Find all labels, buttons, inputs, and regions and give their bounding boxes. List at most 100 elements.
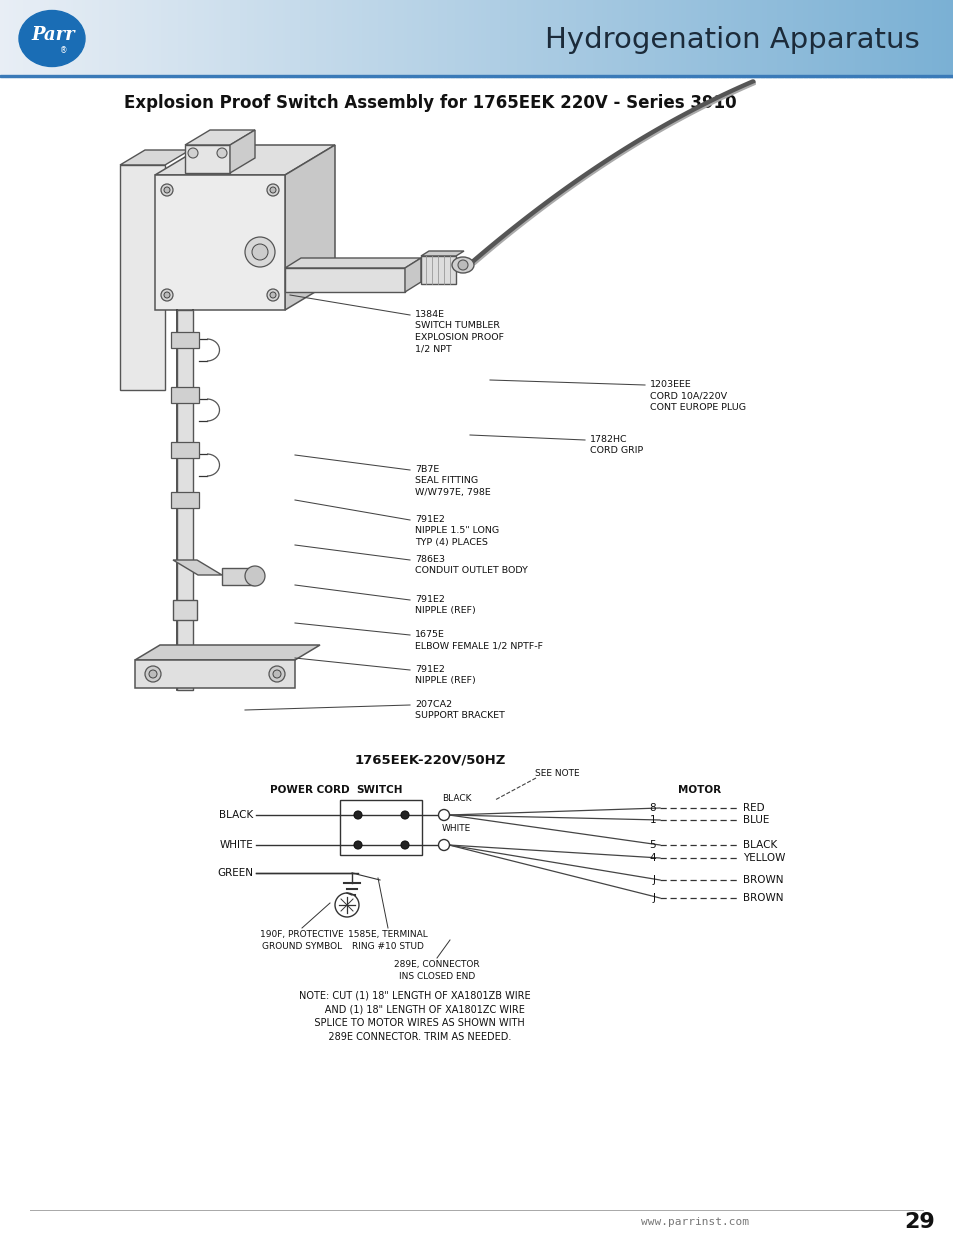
Bar — [274, 0, 277, 77]
Bar — [16, 0, 20, 77]
Bar — [198, 0, 201, 77]
Bar — [629, 0, 633, 77]
Bar — [605, 0, 609, 77]
Text: 289E, CONNECTOR
INS CLOSED END: 289E, CONNECTOR INS CLOSED END — [394, 960, 479, 981]
Bar — [781, 0, 785, 77]
Polygon shape — [420, 256, 456, 284]
Bar — [78, 0, 82, 77]
Bar — [717, 0, 720, 77]
Bar — [376, 0, 380, 77]
Bar — [219, 0, 223, 77]
Text: www.parrinst.com: www.parrinst.com — [640, 1216, 748, 1228]
Polygon shape — [171, 332, 199, 348]
Bar — [926, 0, 930, 77]
Bar — [826, 0, 830, 77]
Bar — [564, 0, 568, 77]
Bar — [8, 0, 10, 77]
Text: GREEN: GREEN — [216, 868, 253, 878]
Text: 1765EEK-220V/50HZ: 1765EEK-220V/50HZ — [354, 753, 505, 767]
Bar — [297, 0, 301, 77]
Bar — [674, 0, 678, 77]
Bar — [497, 0, 501, 77]
Bar — [910, 0, 914, 77]
Text: SWITCH: SWITCH — [356, 785, 403, 795]
Bar — [882, 0, 885, 77]
Bar — [329, 0, 333, 77]
Bar — [793, 0, 797, 77]
Bar — [917, 0, 921, 77]
Bar — [412, 0, 416, 77]
Bar — [607, 0, 611, 77]
Bar — [569, 0, 573, 77]
Bar — [129, 0, 132, 77]
Bar — [374, 0, 377, 77]
Bar — [712, 0, 716, 77]
Bar — [103, 0, 106, 77]
Bar — [943, 0, 947, 77]
Bar — [893, 0, 897, 77]
Bar — [359, 0, 363, 77]
Bar — [40, 0, 44, 77]
Bar — [202, 0, 206, 77]
Bar — [193, 0, 196, 77]
Bar — [922, 0, 925, 77]
Polygon shape — [222, 568, 254, 585]
Bar — [610, 0, 614, 77]
Bar — [212, 0, 215, 77]
Bar — [829, 0, 833, 77]
Bar — [448, 0, 452, 77]
Text: 5: 5 — [649, 840, 656, 850]
Polygon shape — [177, 310, 193, 690]
Bar — [646, 0, 649, 77]
Bar — [639, 0, 642, 77]
Bar — [865, 0, 868, 77]
Bar — [810, 0, 814, 77]
Bar — [618, 0, 620, 77]
Bar — [345, 0, 349, 77]
Text: Parr: Parr — [31, 26, 74, 44]
Text: 786E3
CONDUIT OUTLET BODY: 786E3 CONDUIT OUTLET BODY — [415, 555, 527, 576]
Text: RED: RED — [742, 803, 763, 813]
Bar — [86, 0, 90, 77]
Circle shape — [438, 840, 449, 851]
Text: BLACK: BLACK — [742, 840, 777, 850]
Bar — [688, 0, 692, 77]
Bar — [267, 0, 271, 77]
Bar — [536, 0, 539, 77]
Text: 1: 1 — [649, 815, 656, 825]
Text: 791E2
NIPPLE (REF): 791E2 NIPPLE (REF) — [415, 664, 476, 685]
Bar — [729, 0, 733, 77]
Text: 190F, PROTECTIVE
GROUND SYMBOL: 190F, PROTECTIVE GROUND SYMBOL — [260, 930, 343, 951]
Bar — [173, 0, 177, 77]
Polygon shape — [420, 251, 463, 256]
Bar — [119, 0, 123, 77]
Bar — [469, 0, 473, 77]
Bar — [436, 0, 439, 77]
Circle shape — [269, 666, 285, 682]
Bar — [240, 0, 244, 77]
Bar — [453, 0, 456, 77]
Bar — [338, 0, 342, 77]
Bar — [145, 0, 149, 77]
Bar — [324, 0, 328, 77]
Bar — [369, 0, 373, 77]
Bar — [64, 0, 68, 77]
Bar — [467, 0, 471, 77]
Bar — [626, 0, 630, 77]
Bar — [164, 0, 168, 77]
Bar — [801, 0, 804, 77]
Bar — [321, 0, 325, 77]
Bar — [52, 0, 56, 77]
Bar — [540, 0, 544, 77]
Polygon shape — [154, 144, 335, 175]
Bar — [305, 0, 309, 77]
Bar — [788, 0, 792, 77]
Ellipse shape — [452, 257, 474, 273]
Bar — [824, 0, 828, 77]
Bar — [517, 0, 520, 77]
Bar — [812, 0, 816, 77]
Bar — [596, 0, 599, 77]
Bar — [167, 0, 171, 77]
Bar — [97, 0, 101, 77]
Text: SEE NOTE: SEE NOTE — [535, 768, 579, 778]
